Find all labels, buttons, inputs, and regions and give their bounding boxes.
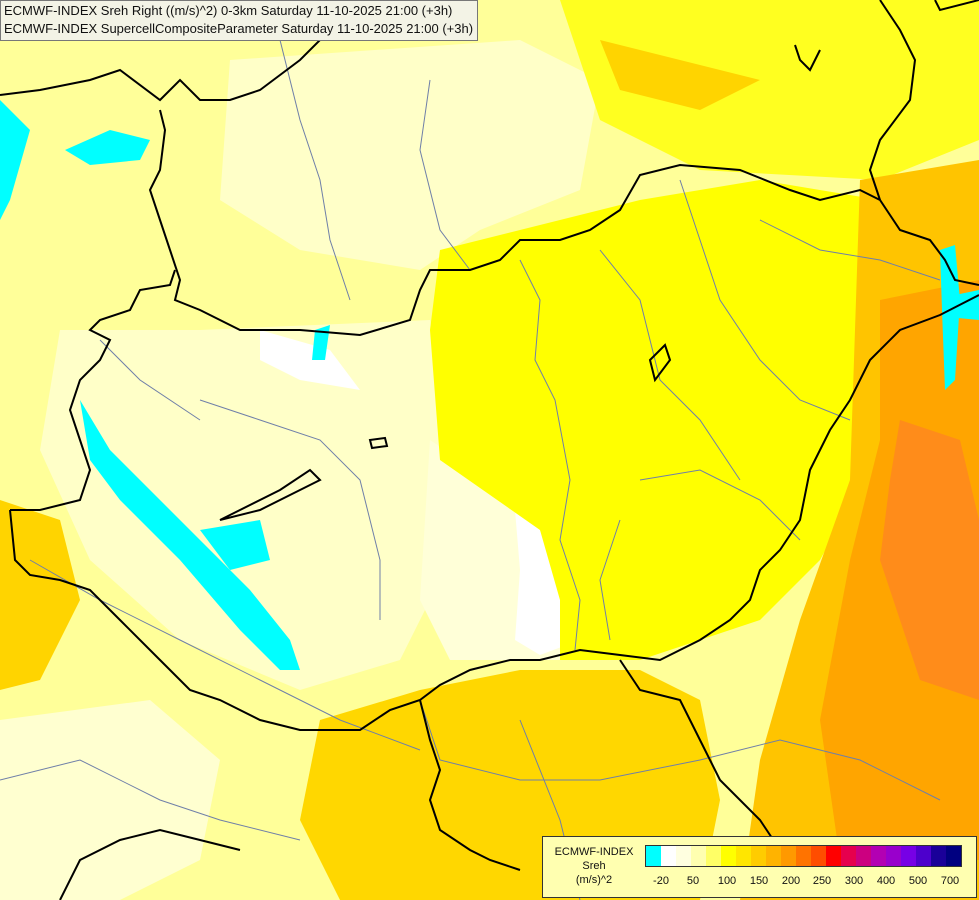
river-line: [99, 339, 201, 421]
yellow-region-east: [430, 180, 920, 660]
gold-region-west: [0, 500, 80, 690]
river-line: [679, 179, 851, 421]
map-header: ECMWF-INDEX Sreh Right ((m/s)^2) 0-3km S…: [0, 0, 479, 41]
legend-title-line-1: ECMWF-INDEX: [554, 846, 634, 858]
header-line-2: ECMWF-INDEX SupercellCompositeParameter …: [4, 21, 474, 36]
river-line: [279, 39, 351, 301]
river-lines: [0, 39, 941, 900]
cyan-area-6: [940, 245, 960, 390]
yellow-region-northeast: [560, 0, 979, 180]
river-line: [639, 469, 801, 541]
legend-title-line-2: Sreh: [582, 860, 606, 872]
border-line: [619, 659, 781, 851]
legend-tick-label: 400: [876, 875, 896, 887]
river-line: [599, 519, 621, 641]
cyan-area-1: [0, 100, 30, 220]
river-line: [29, 559, 421, 751]
legend-swatch: [886, 846, 901, 866]
gold-region-north: [600, 40, 760, 110]
legend-tick-label: -20: [653, 875, 669, 887]
legend-swatch: [796, 846, 811, 866]
legend-swatch: [811, 846, 826, 866]
white-patch-west: [260, 330, 360, 390]
river-line: [759, 219, 941, 281]
legend-swatch: [766, 846, 781, 866]
border-line: [794, 44, 821, 72]
river-line: [419, 699, 941, 801]
border-line: [10, 269, 176, 511]
legend-swatch: [646, 846, 661, 866]
legend-swatch: [856, 846, 871, 866]
legend-title-line-3: (m/s)^2: [575, 874, 613, 886]
river-line: [199, 399, 381, 620]
legend-swatch: [661, 846, 676, 866]
river-line: [419, 79, 471, 271]
legend-tick-label: 150: [749, 875, 769, 887]
pale-region-sw: [0, 700, 220, 900]
legend-title: ECMWF-INDEX Sreh (m/s)^2: [547, 845, 641, 887]
border-line: [148, 109, 979, 337]
dark-orange-region: [880, 420, 979, 700]
cyan-area-2: [65, 130, 150, 165]
legend-swatch: [826, 846, 841, 866]
river-line: [0, 759, 301, 841]
cyan-area-3: [80, 400, 300, 670]
color-legend: ECMWF-INDEX Sreh (m/s)^2 -20 50 100 150 200 2…: [542, 836, 977, 898]
legend-swatches: [645, 845, 962, 867]
pale-region-north: [220, 40, 600, 270]
legend-swatch: [706, 846, 721, 866]
legend-swatch: [736, 846, 751, 866]
cyan-area-5: [312, 325, 330, 360]
legend-tick-label: 100: [717, 875, 737, 887]
river-line: [519, 259, 581, 651]
legend-swatch: [721, 846, 736, 866]
river-line: [599, 249, 741, 481]
legend-tick-label: 200: [781, 875, 801, 887]
border-line: [419, 699, 521, 871]
legend-swatch: [676, 846, 691, 866]
border-line: [648, 343, 672, 383]
legend-tick-label: 50: [686, 875, 700, 887]
header-line-1: ECMWF-INDEX Sreh Right ((m/s)^2) 0-3km S…: [4, 3, 453, 18]
legend-swatch: [946, 846, 961, 866]
legend-swatch: [871, 846, 886, 866]
legend-swatch: [751, 846, 766, 866]
legend-swatch: [841, 846, 856, 866]
legend-tick-label: 700: [940, 875, 960, 887]
legend-swatch: [691, 846, 706, 866]
legend-tick-label: 500: [908, 875, 928, 887]
legend-swatch: [901, 846, 916, 866]
legend-swatch: [916, 846, 931, 866]
legend-swatch: [931, 846, 946, 866]
border-line: [368, 436, 389, 450]
border-line: [59, 828, 241, 900]
legend-swatch: [781, 846, 796, 866]
pale-region-west: [40, 320, 450, 690]
legend-tick-label: 300: [844, 875, 864, 887]
border-line: [9, 294, 979, 731]
cyan-area-4: [200, 520, 270, 570]
border-line: [219, 468, 322, 521]
border-line: [868, 0, 917, 201]
legend-tick-label: 250: [812, 875, 832, 887]
border-line: [934, 0, 979, 12]
